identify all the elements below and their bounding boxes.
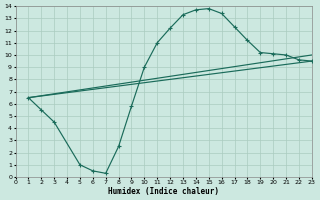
- X-axis label: Humidex (Indice chaleur): Humidex (Indice chaleur): [108, 187, 219, 196]
